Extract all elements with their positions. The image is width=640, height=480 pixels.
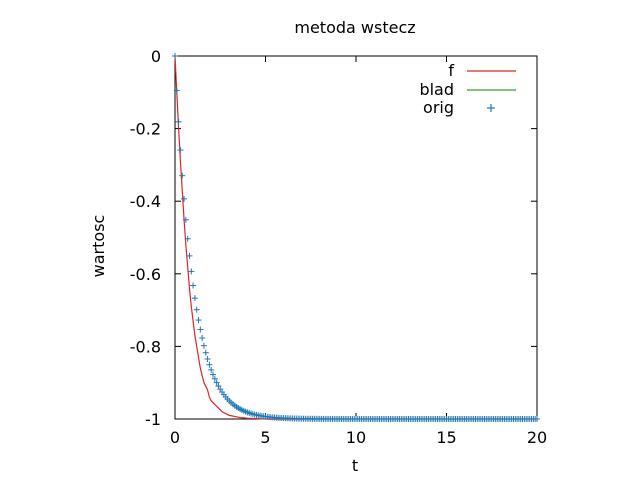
legend-label-blad: blad	[419, 80, 454, 99]
series-line-f	[174, 55, 537, 420]
chart-title: metoda wstecz	[294, 18, 415, 37]
legend-swatch-orig	[487, 104, 495, 112]
legend-label-f: f	[448, 61, 454, 80]
x-axis-label: t	[352, 456, 358, 475]
x-tick-label: 0	[170, 428, 180, 447]
series-point-orig	[199, 335, 206, 342]
series-point-orig	[186, 252, 193, 259]
series-point-orig	[197, 326, 204, 333]
y-tick-label: -0.4	[130, 192, 161, 211]
y-tick-label: -0.8	[130, 337, 161, 356]
series-point-orig	[188, 268, 195, 275]
series-point-orig	[200, 342, 207, 349]
axis-ticks: 0 5 10 15 20 0 -0.2 -0.4 -0.6 -0.8 -1	[130, 47, 547, 447]
series-point-orig	[190, 282, 197, 289]
series-point-orig	[204, 355, 211, 362]
x-tick-label: 15	[436, 428, 456, 447]
series-point-orig	[177, 147, 184, 154]
series-point-orig	[215, 383, 222, 390]
series-point-orig	[172, 53, 178, 59]
series-point-orig	[202, 349, 209, 356]
y-tick-label: -1	[145, 410, 161, 429]
x-tick-label: 20	[527, 428, 547, 447]
series-point-orig	[181, 195, 188, 202]
legend-label-orig: orig	[423, 98, 454, 117]
x-tick-label: 5	[260, 428, 270, 447]
series-point-orig	[210, 371, 217, 378]
legend: f blad orig	[419, 61, 516, 117]
y-tick-label: -0.6	[130, 265, 161, 284]
series-point-orig	[184, 235, 191, 242]
series-point-orig	[182, 216, 189, 223]
series-layer	[172, 53, 540, 422]
series-point-orig	[179, 172, 186, 179]
series-point-orig	[534, 416, 540, 422]
series-point-orig	[206, 361, 213, 368]
series-point-orig	[208, 366, 215, 373]
series-point-orig	[173, 87, 180, 94]
plot-frame	[174, 55, 538, 420]
y-axis-label: wartosc	[89, 215, 108, 278]
y-tick-label: -0.2	[130, 120, 161, 139]
series-point-orig	[213, 379, 220, 386]
x-tick-label: 10	[346, 428, 366, 447]
series-point-orig	[211, 375, 218, 382]
y-tick-label: 0	[151, 47, 161, 66]
series-point-orig	[195, 317, 202, 324]
series-point-orig	[191, 295, 198, 302]
series-point-orig	[175, 118, 182, 125]
series-point-orig	[193, 306, 200, 313]
